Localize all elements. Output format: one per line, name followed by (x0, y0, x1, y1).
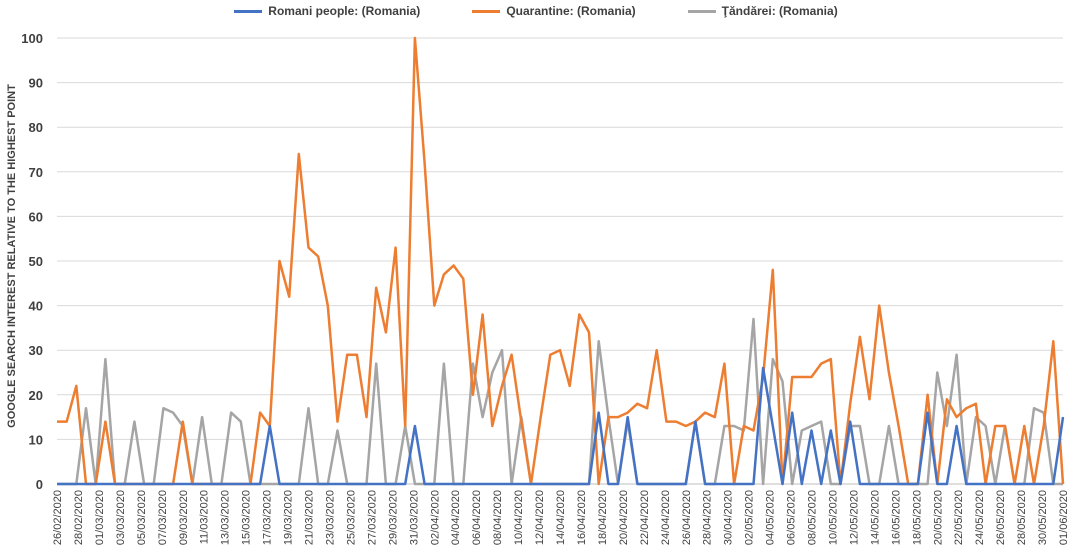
x-tick-label-3: 03/03/2020 (115, 490, 127, 545)
x-tick-label-5: 07/03/2020 (157, 490, 169, 545)
x-tick-label-12: 21/03/2020 (304, 490, 316, 545)
x-tick-label-7: 11/03/2020 (199, 490, 211, 544)
x-tick-label-6: 09/03/2020 (178, 490, 190, 545)
x-tick-label-2: 01/03/2020 (94, 490, 106, 545)
y-tick-label-100: 100 (21, 31, 43, 46)
x-tick-label-43: 22/05/2020 (953, 490, 965, 545)
x-tick-label-31: 28/04/2020 (702, 490, 714, 545)
y-tick-label-50: 50 (29, 254, 43, 269)
x-tick-label-44: 24/05/2020 (974, 490, 986, 545)
y-tick-label-30: 30 (29, 343, 43, 358)
series-line-romani (57, 366, 1065, 486)
legend-item-quarantine: Quarantine: (Romania) (472, 2, 636, 20)
y-tick-label-90: 90 (29, 76, 43, 91)
x-tick-label-9: 15/03/2020 (241, 490, 253, 545)
x-tick-label-19: 04/04/2020 (450, 490, 462, 545)
x-tick-label-32: 30/04/2020 (723, 490, 735, 545)
y-tick-label-40: 40 (29, 299, 43, 314)
y-tick-label-10: 10 (29, 432, 43, 447)
x-tick-label-26: 18/04/2020 (597, 490, 609, 545)
x-tick-label-22: 10/04/2020 (513, 490, 525, 545)
x-tick-label-47: 30/05/2020 (1037, 490, 1049, 545)
x-tick-label-48: 01/06/2020 (1058, 490, 1070, 545)
x-tick-label-27: 20/04/2020 (618, 490, 630, 545)
x-tick-label-40: 16/05/2020 (890, 490, 902, 545)
legend-item-tandarei: Ţăndărei: (Romania) (687, 2, 838, 20)
legend-swatch-romani (234, 9, 263, 13)
x-tick-label-11: 19/03/2020 (283, 490, 295, 545)
x-tick-label-18: 02/04/2020 (429, 490, 441, 545)
legend-swatch-quarantine (472, 9, 501, 13)
x-tick-label-24: 14/04/2020 (555, 490, 567, 545)
x-tick-label-42: 20/05/2020 (932, 490, 944, 545)
legend-swatch-tandarei (687, 9, 716, 13)
legend-label-tandarei: Ţăndărei: (Romania) (721, 4, 838, 18)
x-tick-label-28: 22/04/2020 (639, 490, 651, 545)
legend-label-romani: Romani people: (Romania) (268, 4, 421, 18)
legend-label-quarantine: Quarantine: (Romania) (506, 4, 636, 18)
y-tick-label-80: 80 (29, 120, 43, 135)
x-tick-label-20: 06/04/2020 (471, 490, 483, 545)
x-tick-label-39: 14/05/2020 (869, 490, 881, 545)
y-tick-label-20: 20 (29, 388, 43, 403)
x-tick-label-34: 04/05/2020 (765, 490, 777, 545)
y-tick-label-0: 0 (36, 477, 43, 492)
x-tick-label-13: 23/03/2020 (324, 490, 336, 545)
x-tick-label-10: 17/03/2020 (262, 490, 274, 545)
x-tick-label-16: 29/03/2020 (387, 490, 399, 545)
x-tick-label-38: 12/05/2020 (848, 490, 860, 545)
x-tick-label-30: 26/04/2020 (681, 490, 693, 545)
x-tick-label-37: 10/05/2020 (827, 490, 839, 545)
x-tick-label-4: 05/03/2020 (136, 490, 148, 545)
x-tick-label-0: 26/02/2020 (52, 490, 64, 545)
x-tick-label-35: 06/05/2020 (786, 490, 798, 545)
x-tick-label-33: 02/05/2020 (744, 490, 756, 545)
x-tick-label-41: 18/05/2020 (911, 490, 923, 545)
x-tick-label-36: 08/05/2020 (807, 490, 819, 545)
series-line-tandarei (57, 317, 1063, 486)
x-tick-label-25: 16/04/2020 (576, 490, 588, 545)
x-tick-label-14: 25/03/2020 (345, 490, 357, 545)
y-tick-label-70: 70 (29, 165, 43, 180)
x-tick-label-46: 28/05/2020 (1016, 490, 1028, 545)
x-tick-label-21: 08/04/2020 (492, 490, 504, 545)
y-tick-label-60: 60 (29, 209, 43, 224)
x-tick-label-45: 26/05/2020 (995, 490, 1007, 545)
x-tick-label-8: 13/03/2020 (220, 490, 232, 545)
x-tick-label-1: 28/02/2020 (73, 490, 85, 545)
chart-legend: Romani people: (Romania) Quarantine: (Ro… (0, 2, 1072, 20)
x-tick-label-17: 31/03/2020 (408, 490, 420, 545)
x-tick-label-15: 27/03/2020 (366, 490, 378, 545)
x-tick-label-23: 12/04/2020 (534, 490, 546, 545)
legend-item-romani: Romani people: (Romania) (234, 2, 420, 20)
x-tick-label-29: 24/04/2020 (660, 490, 672, 545)
